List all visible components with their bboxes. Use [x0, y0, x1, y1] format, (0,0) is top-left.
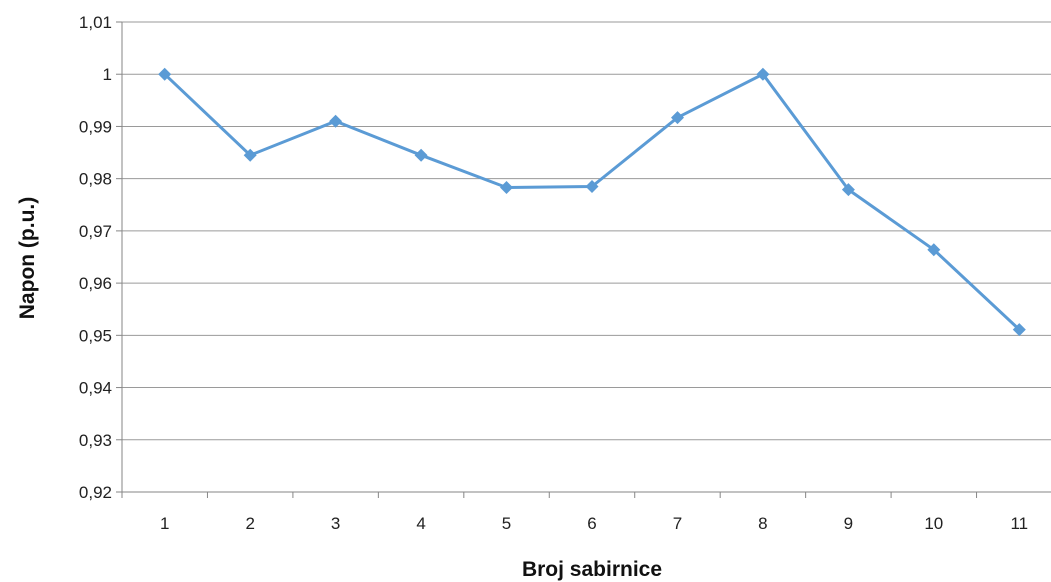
y-tick-label: 0,99 [79, 117, 112, 136]
y-tick-label: 0,93 [79, 431, 112, 450]
x-tick-label: 2 [245, 514, 254, 533]
data-point-marker [329, 114, 343, 128]
series [158, 67, 1026, 337]
data-point-marker [927, 243, 941, 257]
y-tick-label: 0,98 [79, 170, 112, 189]
y-axis-title: Napon (p.u.) [16, 197, 39, 319]
x-tick-label: 10 [924, 514, 943, 533]
x-tick-label: 5 [502, 514, 511, 533]
y-tick-label: 0,92 [79, 483, 112, 502]
data-point-marker [585, 180, 599, 193]
gridlines [122, 21, 1051, 441]
y-tick-label: 0,95 [79, 326, 112, 345]
data-point-marker [500, 181, 513, 194]
x-tick-label: 8 [758, 514, 767, 533]
y-tick-label: 0,96 [79, 274, 112, 293]
data-point-marker [1012, 323, 1026, 337]
data-point-marker [158, 67, 172, 81]
y-tick-labels: 0,92 0,93 0,94 0,95 0,96 0,97 0,98 0,99 1 1,01 [79, 13, 112, 502]
y-tick-label: 0,97 [79, 222, 112, 241]
x-tick-label: 7 [673, 514, 682, 533]
x-axis-title: Broj sabirnice [522, 558, 662, 581]
y-tick-label: 1,01 [79, 13, 112, 32]
data-point-marker [243, 148, 257, 162]
x-tick-labels: 1 2 3 4 5 6 7 8 9 10 11 [160, 514, 1028, 533]
y-tick-label: 1 [103, 65, 112, 84]
x-tick-label: 9 [844, 514, 853, 533]
series-line [163, 72, 1021, 331]
x-tick-label: 1 [160, 514, 169, 533]
data-point-marker [414, 148, 428, 162]
data-point-marker [841, 183, 855, 197]
x-tick-label: 11 [1010, 514, 1028, 533]
axes [116, 21, 1051, 498]
x-tick-label: 3 [331, 514, 340, 533]
data-point-marker [671, 111, 684, 125]
x-tick-label: 4 [416, 514, 425, 533]
x-tick-label: 6 [587, 514, 596, 533]
data-point-marker [756, 67, 770, 81]
y-tick-label: 0,94 [79, 379, 112, 398]
